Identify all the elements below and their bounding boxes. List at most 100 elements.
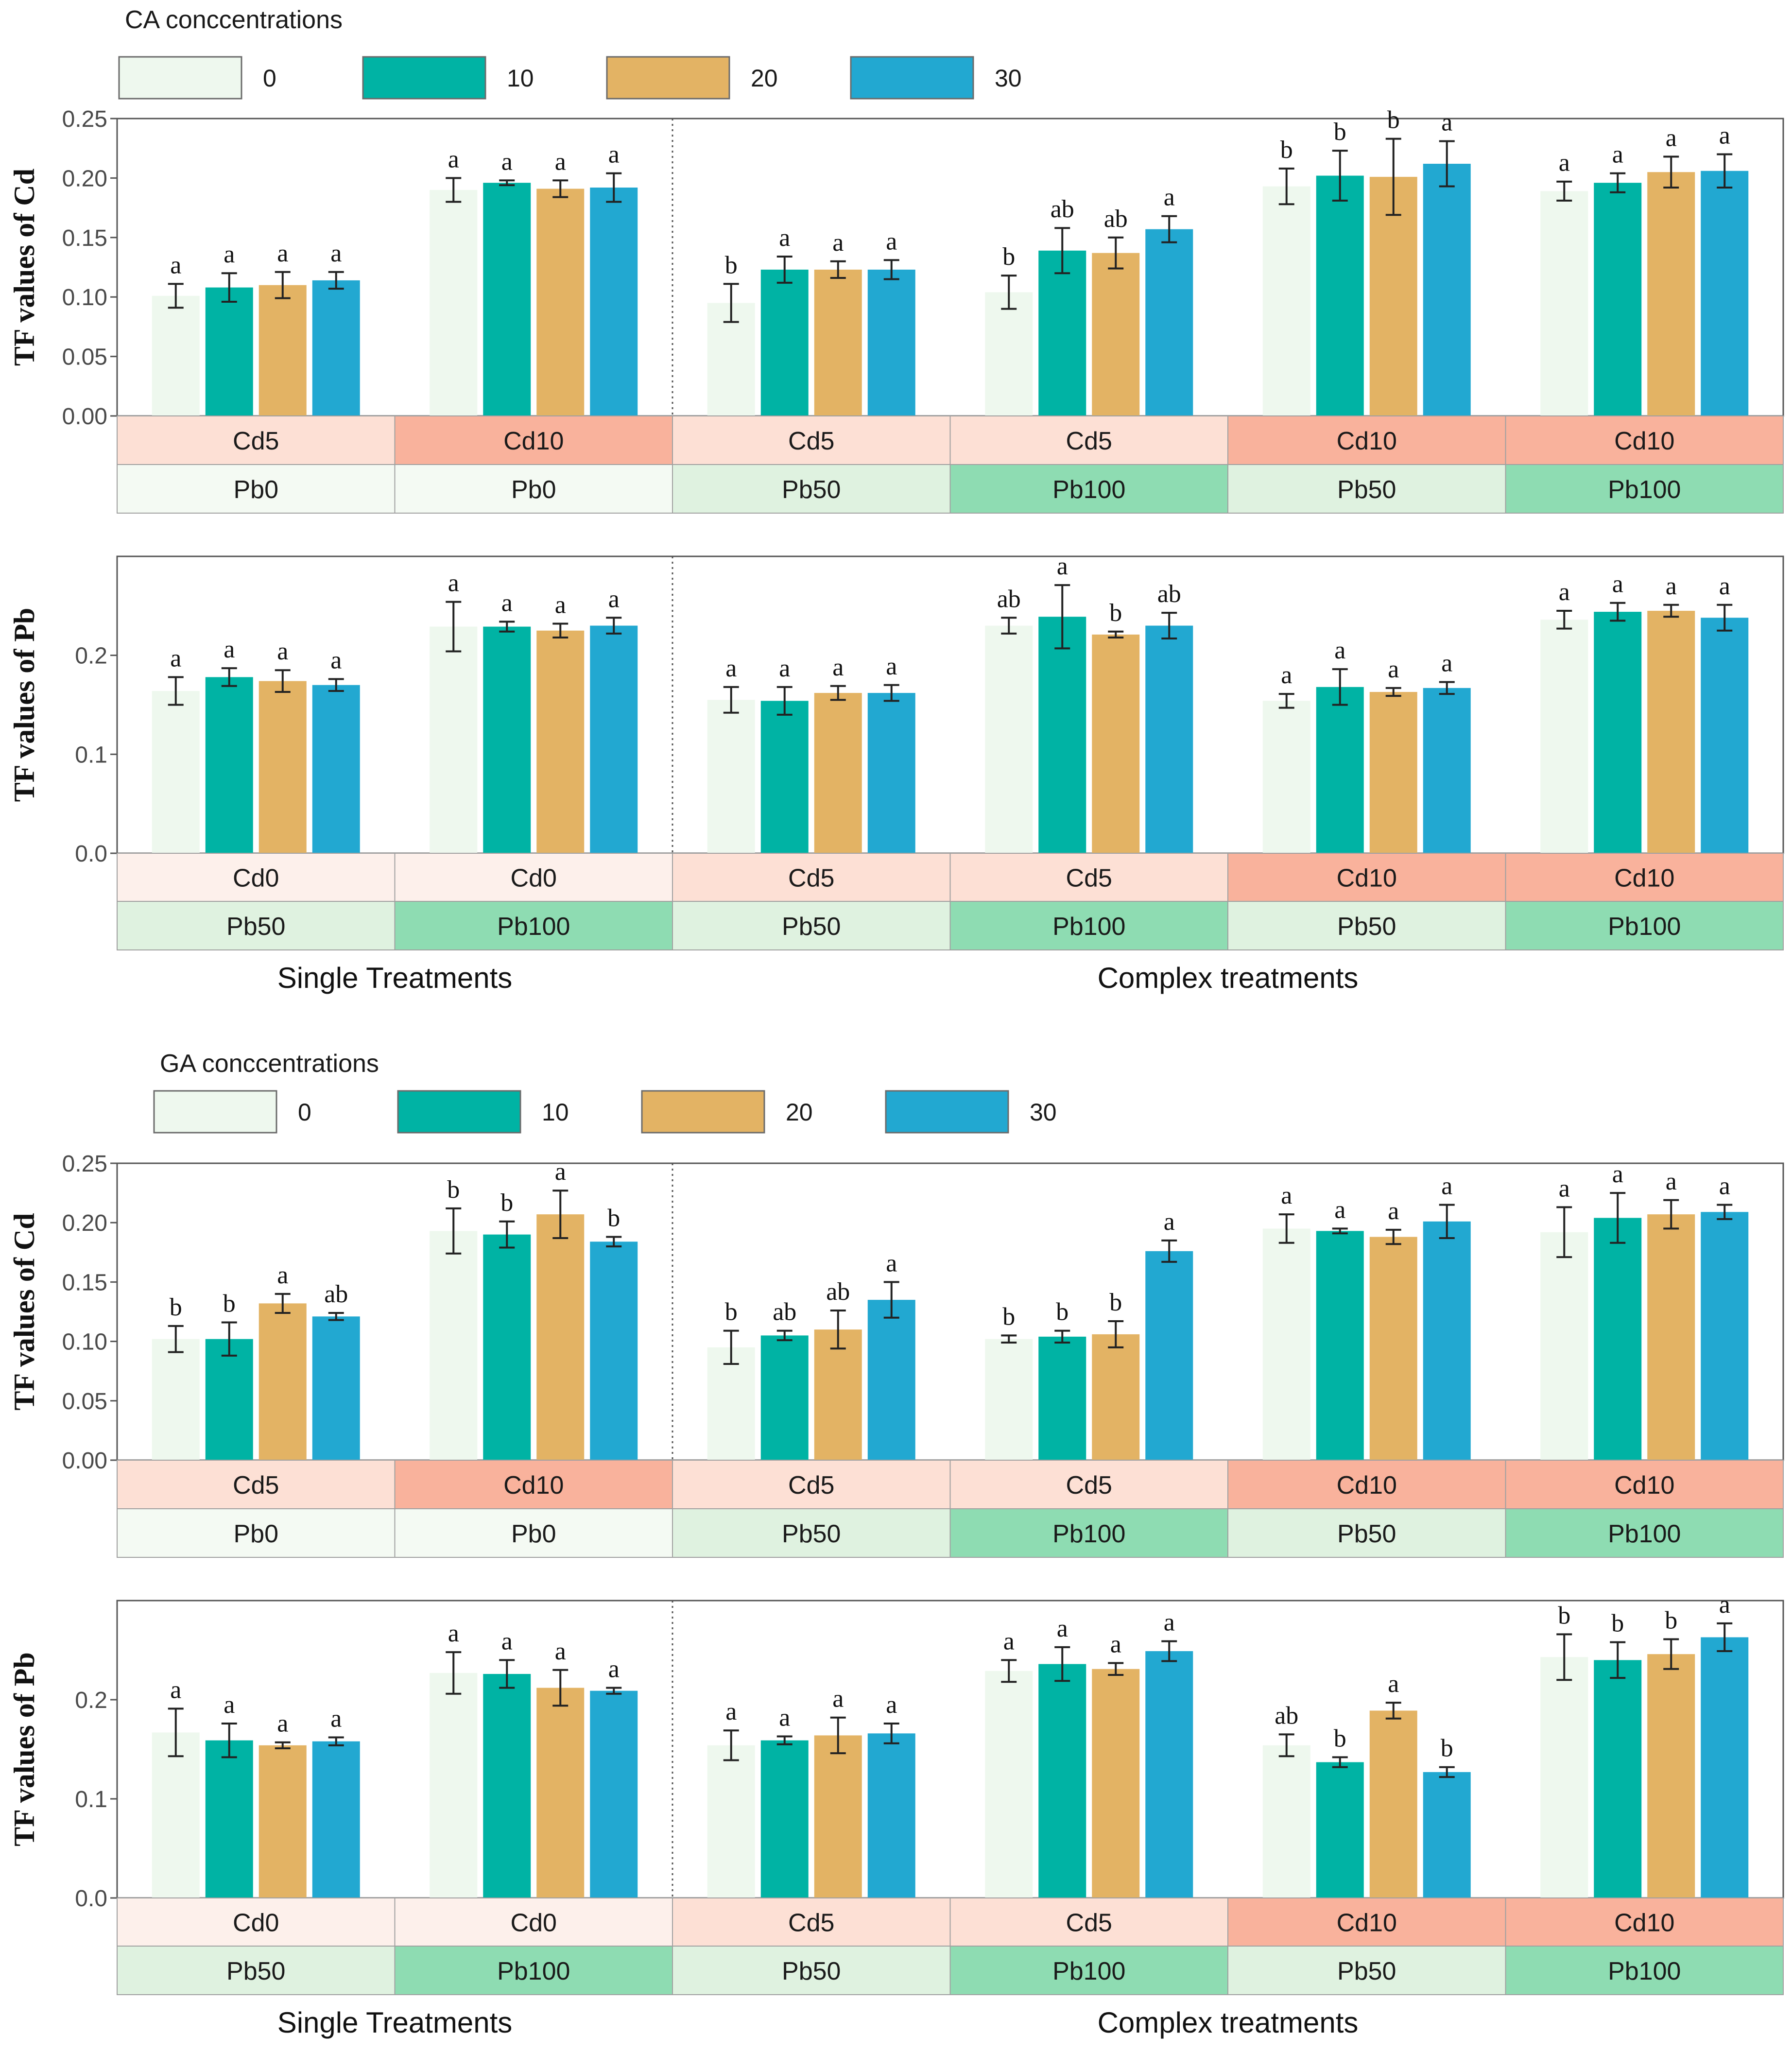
bar-cd10-pb0-0: [430, 190, 478, 416]
bar-cd5-pb50-10: [760, 269, 809, 416]
bar-cd10-pb100-20: [1647, 1654, 1695, 1898]
bar-cd5-pb0-0: [152, 295, 200, 416]
significance-letter: ab: [1104, 205, 1128, 233]
y-tick-label: 0.0: [75, 841, 107, 867]
significance-letter: a: [1559, 149, 1570, 177]
strip-pb: [117, 1946, 396, 1995]
strip-cd-label: Cd0: [233, 864, 279, 893]
bar-cd5-pb100-30: [1145, 625, 1193, 853]
bar-cd5-pb0-20: [258, 1303, 307, 1460]
strip-cd-label: Cd10: [1337, 1909, 1397, 1937]
bar-cd10-pb100-10: [1594, 612, 1642, 853]
bar-cd5-pb50-10: [760, 1335, 809, 1460]
y-axis-title: TF values of Cd: [8, 1213, 40, 1410]
bar-cd0-pb100-30: [590, 625, 638, 853]
significance-letter: a: [832, 229, 844, 257]
bar-cd0-pb50-0: [152, 1732, 200, 1898]
strip-pb-label: Pb100: [1608, 913, 1681, 941]
strip-cd-label: Cd5: [788, 864, 834, 893]
strip-pb-label: Pb50: [226, 913, 285, 941]
bar-cd5-pb50-20: [814, 269, 862, 416]
strip-cd-label: Cd5: [1066, 427, 1112, 455]
bar-cd10-pb50-10: [1316, 175, 1364, 416]
strip-cd-label: Cd5: [1066, 1471, 1112, 1500]
significance-letter: a: [1334, 637, 1345, 664]
strip-cd: [1505, 415, 1784, 465]
strip-pb: [949, 1946, 1228, 1995]
significance-letter: a: [224, 1691, 235, 1719]
bar-cd5-pb100-10: [1038, 1664, 1086, 1898]
strip-cd-label: Cd10: [1337, 427, 1397, 455]
chart-panel-2: 0.00.10.2TF values of Pb a a a aaa a aa a a aabab…: [8, 552, 1784, 950]
significance-letter: b: [1056, 1298, 1068, 1326]
y-tick-label: 0.10: [62, 285, 107, 310]
bar-cd5-pb100-10: [1038, 617, 1086, 853]
bar-cd5-pb100-20: [1092, 253, 1140, 416]
significance-letter: b: [1109, 599, 1122, 627]
significance-letter: a: [832, 1685, 844, 1713]
significance-letter: a: [1388, 655, 1399, 683]
plot-area: [116, 1600, 1784, 1899]
significance-letter: a: [886, 227, 897, 255]
significance-letter: a: [779, 1704, 790, 1731]
significance-letter: a: [1559, 578, 1570, 606]
legend: CA conccentrations 0 10 20 30: [118, 6, 1022, 100]
y-tick-label: 0.00: [62, 1448, 107, 1474]
legend-label-30: 30: [1030, 1099, 1057, 1126]
legend-swatch-0: [118, 56, 242, 100]
significance-letter: a: [170, 1676, 181, 1704]
significance-letter: a: [725, 655, 737, 682]
bar-cd10-pb0-30: [590, 187, 638, 416]
significance-letter: b: [1334, 1724, 1346, 1752]
significance-letter: a: [1666, 124, 1677, 152]
bar-cd10-pb50-20: [1369, 176, 1417, 416]
strip-cd-label: Cd10: [1614, 864, 1674, 893]
significance-letter: a: [1164, 1208, 1175, 1236]
bar-cd10-pb50-30: [1423, 1772, 1471, 1898]
y-tick-label: 0.05: [62, 345, 107, 370]
bar-cd5-pb0-20: [258, 285, 307, 416]
significance-letter: ab: [1051, 195, 1074, 223]
significance-letter: a: [1164, 184, 1175, 211]
significance-letter: a: [608, 141, 620, 169]
strip-pb: [1227, 1508, 1506, 1558]
bar-cd10-pb50-10: [1316, 687, 1364, 853]
significance-letter: a: [1666, 1168, 1677, 1195]
bar-cd0-pb100-30: [590, 1690, 638, 1898]
strip-cd-label: Cd0: [511, 1909, 557, 1937]
significance-letter: a: [277, 1261, 288, 1289]
significance-letter: b: [1665, 1607, 1677, 1635]
legend-label-20: 20: [751, 65, 778, 92]
bar-cd10-pb100-30: [1701, 1637, 1749, 1898]
legend-label-30: 30: [995, 65, 1022, 92]
bar-cd5-pb100-0: [985, 292, 1033, 416]
significance-letter: a: [1441, 650, 1452, 677]
bar-cd0-pb50-30: [312, 685, 360, 853]
strip-cd-label: Cd10: [503, 1471, 564, 1500]
bar-cd5-pb50-30: [867, 1300, 915, 1460]
significance-letter: a: [1164, 1609, 1175, 1637]
significance-letter: a: [886, 653, 897, 680]
significance-letter: b: [1387, 106, 1400, 134]
strip-pb-label: Pb50: [782, 476, 841, 504]
strip-cd-label: Cd10: [1337, 1471, 1397, 1500]
bar-cd10-pb0-20: [536, 189, 585, 416]
strip-pb: [1505, 901, 1784, 950]
legend-label-10: 10: [507, 65, 534, 92]
strip-cd: [1227, 1897, 1506, 1947]
significance-letter: a: [555, 1638, 566, 1665]
strip-pb-label: Pb50: [782, 913, 841, 941]
legend-label-0: 0: [298, 1099, 311, 1126]
bar-cd0-pb50-30: [312, 1741, 360, 1898]
strip-cd-label: Cd5: [1066, 864, 1112, 893]
bar-cd10-pb50-20: [1369, 692, 1417, 853]
significance-letter: a: [1719, 121, 1730, 149]
significance-letter: a: [1334, 1196, 1345, 1224]
significance-letter: a: [725, 1698, 737, 1725]
significance-letter: a: [1719, 1591, 1730, 1619]
bar-cd10-pb100-10: [1594, 183, 1642, 416]
bar-cd10-pb0-10: [483, 183, 531, 416]
bar-cd5-pb0-10: [205, 1339, 253, 1460]
strip-cd: [672, 1897, 951, 1947]
significance-letter: a: [555, 148, 566, 175]
